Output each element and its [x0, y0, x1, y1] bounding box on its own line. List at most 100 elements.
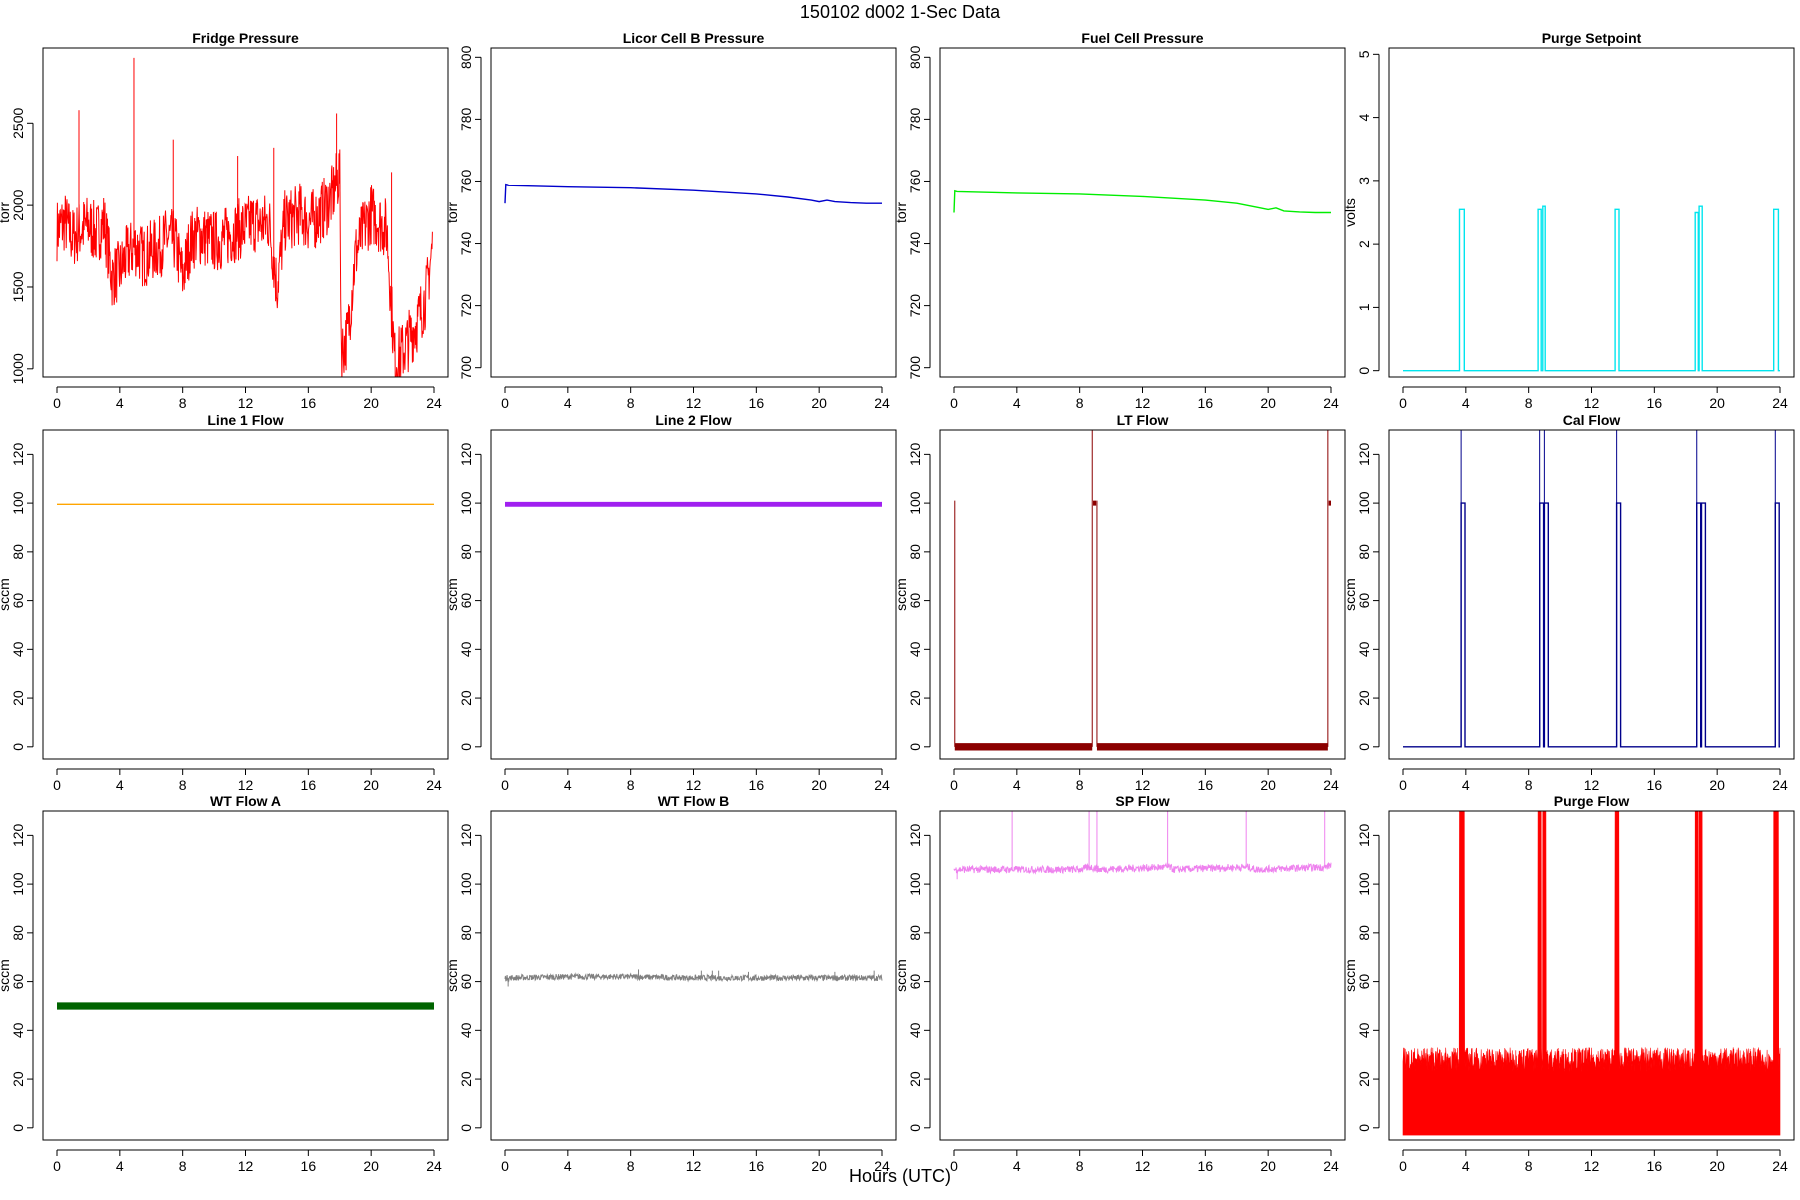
x-tick-label: 20 — [363, 777, 379, 793]
x-tick-label: 8 — [1525, 777, 1533, 793]
y-tick-label: 40 — [10, 641, 26, 657]
plot-frame — [42, 47, 449, 378]
x-tick-label: 8 — [1525, 395, 1533, 411]
x-tick-label: 24 — [874, 395, 890, 411]
y-tick-label: 60 — [907, 593, 923, 609]
y-axis-label: sccm — [893, 959, 909, 992]
y-tick-label: 760 — [907, 170, 923, 194]
y-tick-label: 100 — [907, 872, 923, 896]
y-axis-label: sccm — [444, 578, 460, 611]
series — [1402, 430, 1781, 748]
x-tick-label: 16 — [749, 1158, 765, 1174]
y-tick-label: 40 — [458, 1022, 474, 1038]
series — [1402, 205, 1781, 372]
y-tick-label: 0 — [1356, 743, 1372, 751]
y-tick-label: 20 — [10, 690, 26, 706]
plot-area: Purge Flow sccm 0 4 8 12 16 20 24 0 20 40 60 80 100 120 — [1342, 793, 1795, 1174]
series — [953, 811, 1332, 880]
y-tick-label: 100 — [1356, 872, 1372, 896]
x-tick-label: 8 — [1076, 395, 1084, 411]
panel-title: SP Flow — [1115, 793, 1169, 809]
x-tick-label: 0 — [501, 777, 509, 793]
y-tick-label: 80 — [907, 544, 923, 560]
panel-title: Line 2 Flow — [655, 412, 731, 428]
y-tick-label: 120 — [10, 823, 26, 847]
x-axis-label: Hours (UTC) — [849, 1166, 951, 1186]
y-tick-label: 80 — [907, 925, 923, 941]
x-tick-label: 24 — [1772, 395, 1788, 411]
panel-6: Line 2 Flow sccm 0 4 8 12 16 20 24 0 20 40 60 80 100 12… — [444, 412, 897, 793]
y-axis-label: torr — [0, 202, 12, 223]
y-tick-label: 80 — [1356, 925, 1372, 941]
y-tick-label: 100 — [10, 872, 26, 896]
panel-11: SP Flow sccm 0 4 8 12 16 20 24 0 20 40 60 80 100 120 — [893, 793, 1346, 1174]
y-tick-label: 3 — [1356, 177, 1372, 185]
panel-title: WT Flow A — [210, 793, 281, 809]
x-tick-label: 24 — [1323, 395, 1339, 411]
x-tick-label: 8 — [1525, 1158, 1533, 1174]
plot-area: WT Flow B sccm 0 4 8 12 16 20 24 0 20 40 60 80 100 120 — [444, 793, 897, 1174]
x-tick-label: 24 — [874, 1158, 890, 1174]
series-line — [953, 862, 1332, 875]
series — [504, 969, 883, 987]
y-tick-label: 40 — [10, 1022, 26, 1038]
y-tick-label: 0 — [458, 1124, 474, 1132]
y-tick-label: 2000 — [10, 189, 26, 220]
plot-area: Fuel Cell Pressure torr 0 4 8 12 16 20 24 700 720 7… — [893, 30, 1346, 411]
y-tick-label: 40 — [1356, 641, 1372, 657]
y-axis-label: torr — [444, 202, 460, 223]
panel-title: Fuel Cell Pressure — [1081, 30, 1203, 46]
y-tick-label: 0 — [1356, 367, 1372, 375]
y-tick-label: 800 — [458, 45, 474, 69]
y-axis-label: sccm — [0, 578, 12, 611]
plot-frame — [490, 810, 897, 1141]
x-tick-label: 8 — [1076, 777, 1084, 793]
y-tick-label: 20 — [1356, 690, 1372, 706]
x-tick-label: 16 — [301, 777, 317, 793]
series-line — [504, 972, 883, 983]
plot-frame — [490, 429, 897, 760]
x-tick-label: 12 — [238, 1158, 254, 1174]
panel-9: WT Flow A sccm 0 4 8 12 16 20 24 0 20 40 60 80 100 120 — [0, 793, 449, 1174]
y-tick-label: 720 — [458, 294, 474, 318]
panel-title: WT Flow B — [658, 793, 730, 809]
x-tick-label: 16 — [1647, 777, 1663, 793]
x-tick-label: 0 — [1399, 395, 1407, 411]
panel-title: Licor Cell B Pressure — [623, 30, 765, 46]
x-tick-label: 12 — [1584, 777, 1600, 793]
y-tick-label: 60 — [10, 593, 26, 609]
y-tick-label: 120 — [1356, 442, 1372, 466]
y-tick-label: 120 — [458, 442, 474, 466]
y-tick-label: 800 — [907, 45, 923, 69]
x-tick-label: 0 — [53, 395, 61, 411]
y-tick-label: 80 — [10, 925, 26, 941]
y-tick-label: 60 — [10, 974, 26, 990]
y-axis-label: sccm — [1342, 959, 1358, 992]
x-tick-label: 8 — [627, 1158, 635, 1174]
x-tick-label: 16 — [749, 395, 765, 411]
y-tick-label: 4 — [1356, 113, 1372, 121]
y-tick-label: 780 — [907, 107, 923, 131]
x-tick-label: 4 — [1013, 777, 1021, 793]
series-line — [1402, 205, 1781, 372]
x-tick-label: 8 — [627, 777, 635, 793]
x-tick-label: 20 — [363, 395, 379, 411]
panel-2: Licor Cell B Pressure torr 0 4 8 12 16 20 24 700 7… — [444, 30, 897, 411]
x-tick-label: 4 — [564, 1158, 572, 1174]
panel-title: LT Flow — [1117, 412, 1169, 428]
y-tick-label: 80 — [458, 925, 474, 941]
y-tick-label: 100 — [907, 491, 923, 515]
x-tick-label: 4 — [116, 395, 124, 411]
y-tick-label: 0 — [10, 743, 26, 751]
x-tick-label: 0 — [53, 1158, 61, 1174]
x-tick-label: 20 — [1260, 395, 1276, 411]
y-tick-label: 5 — [1356, 50, 1372, 58]
x-tick-label: 4 — [564, 395, 572, 411]
x-tick-label: 20 — [1709, 777, 1725, 793]
figure-title: 150102 d002 1-Sec Data — [799, 2, 1001, 22]
series-line — [504, 183, 882, 204]
y-tick-label: 100 — [458, 491, 474, 515]
y-axis-label: sccm — [444, 959, 460, 992]
